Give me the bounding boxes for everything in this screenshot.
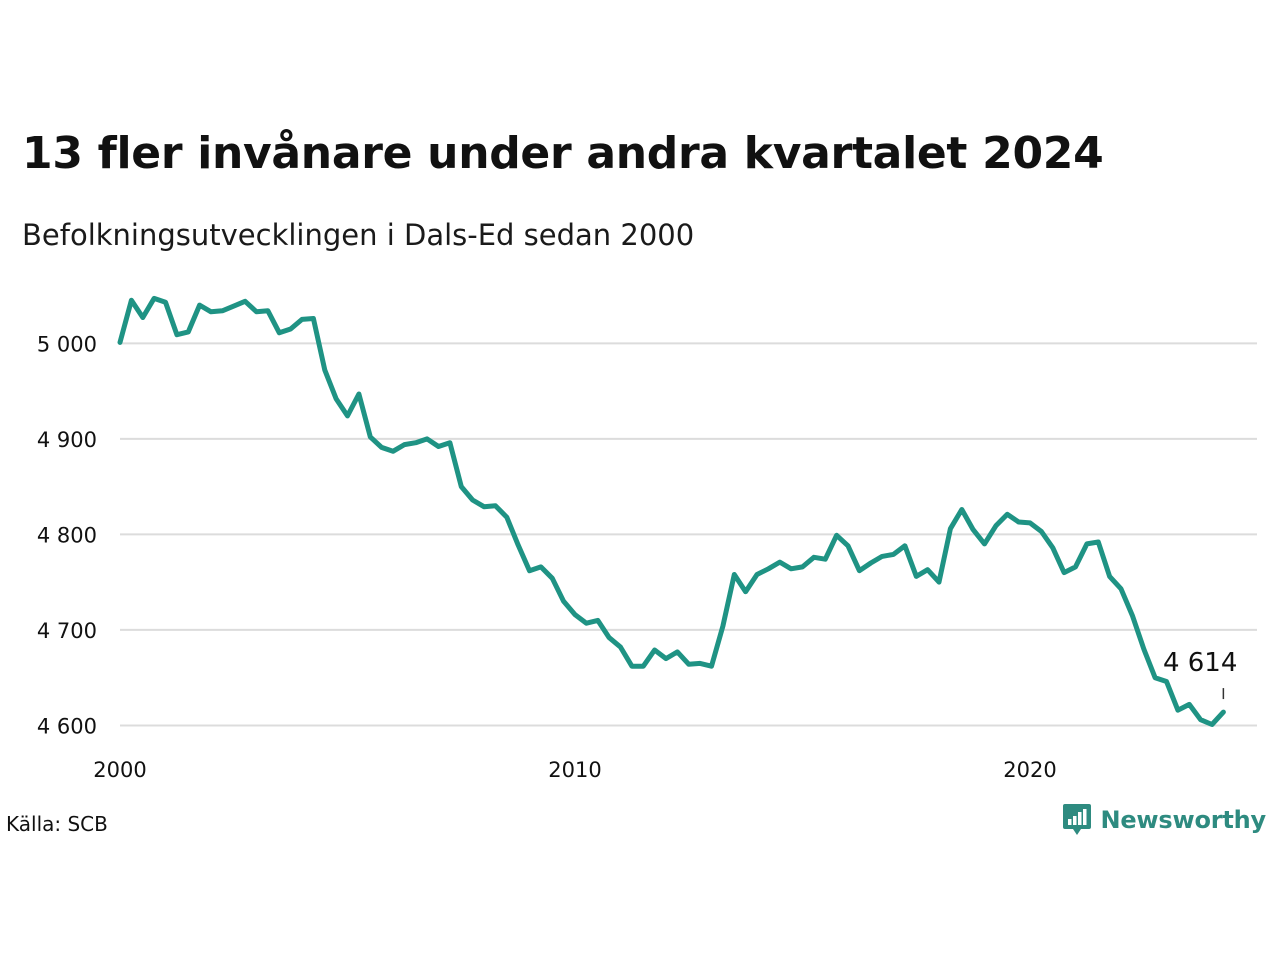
y-tick-label: 4 900 bbox=[37, 428, 97, 452]
x-tick-label: 2000 bbox=[93, 758, 146, 782]
chart-subtitle: Befolkningsutvecklingen i Dals-Ed sedan … bbox=[22, 218, 695, 252]
x-axis-tick-labels: 2000 2010 2020 bbox=[93, 758, 1056, 782]
series-line-population bbox=[117, 295, 1226, 727]
x-tick-label: 2020 bbox=[1003, 758, 1056, 782]
brand-name: Newsworthy bbox=[1100, 806, 1266, 834]
chart-title: 13 fler invånare under andra kvartalet 2… bbox=[22, 128, 1104, 179]
grid-lines bbox=[120, 342, 1257, 727]
series-layer bbox=[117, 295, 1226, 727]
newsworthy-logo-icon bbox=[1063, 804, 1092, 835]
y-axis-tick-labels: 4 600 4 700 4 800 4 900 5 000 bbox=[37, 332, 97, 738]
source-note: Källa: SCB bbox=[6, 812, 108, 836]
last-value-label: 4 614 bbox=[1163, 648, 1237, 678]
y-tick-label: 5 000 bbox=[37, 332, 97, 356]
y-tick-label: 4 600 bbox=[37, 714, 97, 738]
brand-logo[interactable]: Newsworthy bbox=[1062, 803, 1266, 837]
annotation-layer: 4 614 bbox=[1163, 648, 1237, 700]
y-tick-label: 4 700 bbox=[37, 619, 97, 643]
y-tick-label: 4 800 bbox=[37, 523, 97, 547]
x-tick-label: 2010 bbox=[548, 758, 601, 782]
